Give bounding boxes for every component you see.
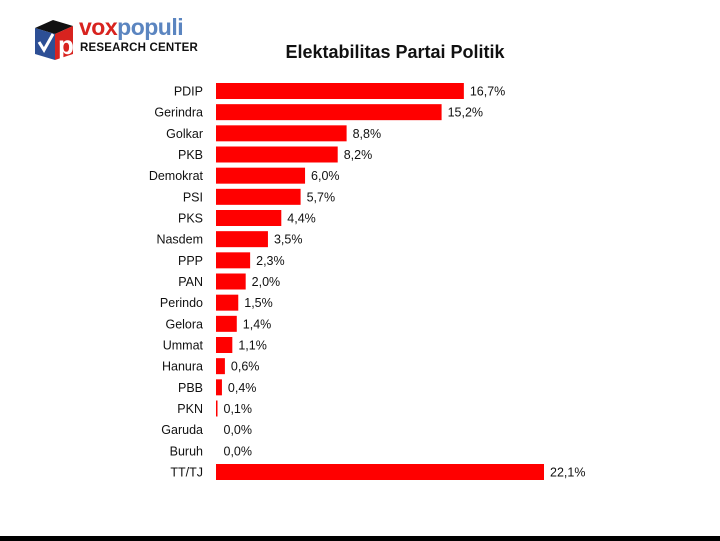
svg-text:p: p xyxy=(58,30,74,60)
category-label: Gerindra xyxy=(154,106,203,120)
data-label: 1,1% xyxy=(238,339,267,353)
data-label: 3,5% xyxy=(274,233,303,247)
bar-demokrat xyxy=(216,167,306,184)
bar-golkar xyxy=(216,125,347,142)
bar-ummat xyxy=(216,337,233,353)
data-label: 0,6% xyxy=(231,360,259,374)
category-label: TT/TJ xyxy=(170,466,203,480)
category-label: PPP xyxy=(178,254,203,268)
logo-text-vox: vox xyxy=(79,14,118,40)
category-label: Buruh xyxy=(170,444,203,458)
bottom-border xyxy=(0,536,720,541)
logo-subtitle: RESEARCH CENTER xyxy=(80,42,199,54)
data-label: 1,5% xyxy=(244,296,273,310)
bar-pan xyxy=(216,273,246,290)
bar-ppp xyxy=(216,252,251,269)
voxpopuli-logo: p voxpopuli RESEARCH CENTER xyxy=(33,14,203,62)
bar-nasdem xyxy=(216,231,268,248)
logo-text-populi: populi xyxy=(117,14,184,40)
category-label: Hanura xyxy=(162,360,203,374)
data-label: 22,1% xyxy=(550,466,585,480)
category-label: Gelora xyxy=(165,317,203,331)
data-label: 16,7% xyxy=(470,85,505,99)
data-label: 1,4% xyxy=(243,317,271,331)
data-label: 4,4% xyxy=(287,212,316,226)
bar-gelora xyxy=(216,315,237,332)
bar-hanura xyxy=(216,358,225,375)
data-label: 2,0% xyxy=(252,275,281,289)
category-label: PKB xyxy=(178,148,203,162)
data-label: 0,1% xyxy=(224,402,253,416)
bar-pks xyxy=(216,210,282,226)
category-label: Perindo xyxy=(160,296,203,310)
data-label: 6,0% xyxy=(311,169,340,183)
data-label: 2,3% xyxy=(256,254,285,268)
category-label: Nasdem xyxy=(156,233,203,247)
bar-pdip xyxy=(216,83,464,99)
category-label: Garuda xyxy=(161,423,203,437)
category-label: Ummat xyxy=(163,339,204,353)
category-label: PKS xyxy=(178,212,203,226)
data-label: 0,0% xyxy=(224,423,253,437)
category-label: PAN xyxy=(178,275,203,289)
bar-pkb xyxy=(216,146,338,163)
category-label: PSI xyxy=(183,190,203,204)
bar-pbb xyxy=(216,379,222,396)
category-label: PBB xyxy=(178,381,203,395)
data-label: 0,4% xyxy=(228,381,257,395)
data-label: 0,0% xyxy=(224,444,253,458)
data-label: 8,2% xyxy=(344,148,373,162)
bar-pkn xyxy=(216,400,218,417)
data-label: 8,8% xyxy=(353,127,382,141)
logo-cube-icon: p xyxy=(35,20,74,60)
chart-title: Elektabilitas Partai Politik xyxy=(285,42,505,62)
data-label: 5,7% xyxy=(307,190,336,204)
category-label: PDIP xyxy=(174,85,203,99)
bar-perindo xyxy=(216,294,239,311)
bar-tttj xyxy=(216,464,544,480)
category-label: PKN xyxy=(177,402,203,416)
category-label: Demokrat xyxy=(149,169,204,183)
data-label: 15,2% xyxy=(448,106,483,120)
bar-psi xyxy=(216,188,301,205)
category-label: Golkar xyxy=(166,127,203,141)
bar-gerindra xyxy=(216,104,442,121)
